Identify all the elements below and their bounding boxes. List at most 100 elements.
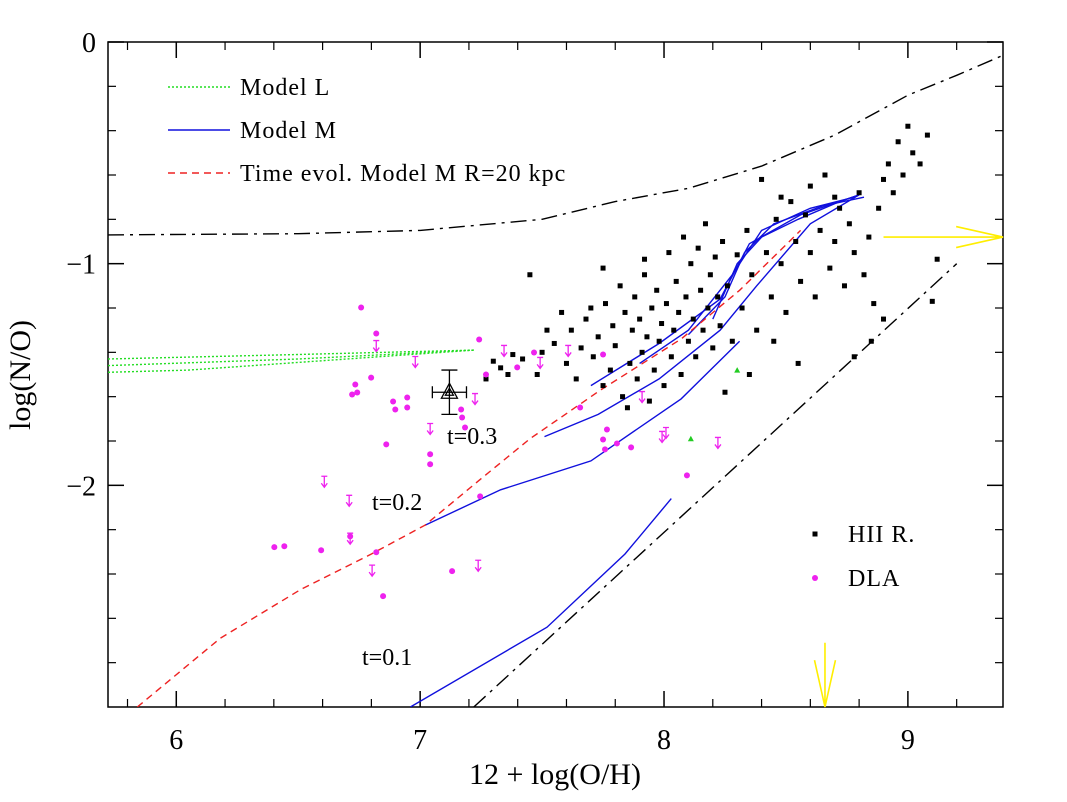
x-tick-label: 7 xyxy=(413,725,427,756)
hii-point xyxy=(688,261,694,267)
hii-point xyxy=(700,327,706,333)
dla-upper-limit xyxy=(471,392,479,406)
hii-point xyxy=(744,227,750,233)
hii-point xyxy=(551,340,557,346)
hii-point xyxy=(568,327,574,333)
dla-point xyxy=(390,398,397,405)
hii-point xyxy=(661,383,667,389)
hii-point xyxy=(612,343,618,349)
model-line xyxy=(108,349,474,373)
hii-point xyxy=(610,323,616,329)
hii-point xyxy=(573,376,579,382)
dla-point xyxy=(449,568,456,575)
hii-point xyxy=(607,367,613,373)
hii-point xyxy=(746,372,752,377)
dla-point xyxy=(380,593,387,600)
hii-point xyxy=(654,287,660,293)
dla-point xyxy=(600,351,607,358)
hii-point xyxy=(642,256,648,262)
hii-point xyxy=(734,252,740,258)
hii-point xyxy=(600,265,606,271)
hii-point xyxy=(685,338,691,344)
dla-upper-limit xyxy=(372,339,380,353)
dla-point xyxy=(683,472,690,479)
hii-point xyxy=(807,250,813,256)
model-line xyxy=(712,194,860,320)
dla-upper-limit xyxy=(714,436,722,450)
dla-point xyxy=(602,446,609,453)
model-line xyxy=(108,54,1003,236)
y-tick-label: 0 xyxy=(82,28,96,59)
dla-point xyxy=(603,426,610,433)
legend-label: DLA xyxy=(848,566,900,592)
hii-point xyxy=(851,354,857,360)
annotation: t=0.2 xyxy=(372,490,422,516)
model-line xyxy=(136,229,802,707)
dla-upper-limit xyxy=(662,426,670,440)
hii-point xyxy=(710,345,716,351)
legend-label: Time evol. Model M R=20 kpc xyxy=(240,161,566,187)
hii-point xyxy=(544,327,550,333)
hii-point xyxy=(739,305,745,311)
hii-point xyxy=(771,338,777,344)
hii-point xyxy=(846,221,852,227)
dla-point xyxy=(349,391,356,398)
hii-point xyxy=(695,245,701,251)
dla-upper-limit xyxy=(345,494,353,508)
dla-point xyxy=(392,406,399,413)
hii-point xyxy=(490,358,496,364)
hii-point xyxy=(527,272,533,278)
hii-point xyxy=(617,283,623,289)
x-axis-title: 12 + log(O/H) xyxy=(469,758,641,791)
dla-upper-limit xyxy=(426,422,434,436)
legend-swatch xyxy=(812,531,818,537)
dla-point xyxy=(427,461,434,468)
hii-point xyxy=(637,316,643,322)
hii-point xyxy=(483,376,489,382)
triangle-point xyxy=(687,435,694,442)
hii-point xyxy=(917,161,923,167)
error-bar-x xyxy=(431,386,468,399)
hii-point xyxy=(634,376,640,382)
hii-point xyxy=(851,250,857,256)
hii-point xyxy=(783,309,789,315)
hii-point xyxy=(905,123,911,129)
hii-point xyxy=(881,316,887,322)
hii-point xyxy=(929,298,935,304)
hii-point xyxy=(934,256,940,262)
hii-point xyxy=(600,383,606,389)
hii-point xyxy=(837,205,843,211)
hii-point xyxy=(666,250,672,256)
hii-point xyxy=(498,365,504,371)
annotation: t=0.1 xyxy=(362,645,412,671)
hii-point xyxy=(802,212,808,218)
x-tick-label: 9 xyxy=(901,725,915,756)
hii-point xyxy=(659,321,665,327)
hii-point xyxy=(539,349,545,355)
hii-point xyxy=(793,239,799,244)
dla-upper-limit xyxy=(564,344,572,358)
hii-point xyxy=(588,305,594,311)
hii-point xyxy=(644,334,650,340)
model-line xyxy=(108,349,474,360)
hii-point xyxy=(822,172,828,178)
hii-point xyxy=(890,190,896,196)
hii-point xyxy=(868,338,874,344)
hii-point xyxy=(671,327,677,333)
dla-point xyxy=(271,544,278,551)
dla-point xyxy=(459,414,466,421)
hii-point xyxy=(827,265,833,271)
legend-swatch xyxy=(812,575,818,581)
model-line xyxy=(410,498,672,707)
hii-point xyxy=(707,272,713,278)
model-line xyxy=(544,194,860,438)
hii-point xyxy=(841,283,847,289)
dla-upper-limit xyxy=(411,355,419,369)
triangle-point xyxy=(734,367,741,373)
model-line xyxy=(108,349,474,367)
hii-point xyxy=(683,294,689,300)
y-axis-title: log(N/O) xyxy=(4,320,37,430)
hii-point xyxy=(642,272,648,278)
dla-point xyxy=(458,406,465,413)
hii-point xyxy=(656,338,662,344)
